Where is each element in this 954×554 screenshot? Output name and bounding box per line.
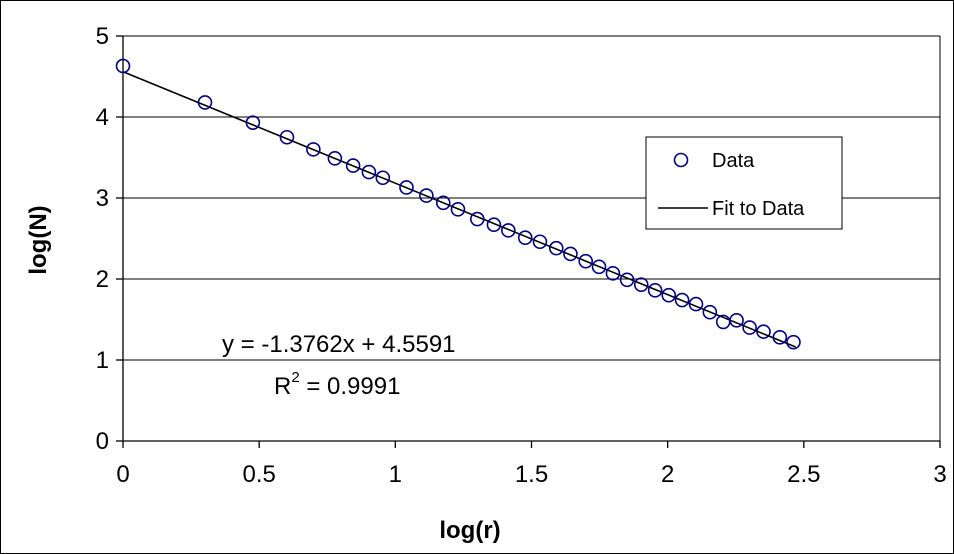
y-axis-title: log(N): [25, 205, 52, 274]
legend-fit-label: Fit to Data: [712, 198, 805, 220]
x-tick-label-0: 0: [116, 461, 129, 488]
data-point: [742, 320, 757, 335]
legend: Data Fit to Data: [645, 136, 843, 230]
data-point: [435, 195, 451, 211]
data-point: [517, 230, 533, 245]
data-point: [470, 211, 485, 227]
data-point: [605, 266, 621, 281]
y-tick-label-4: 4: [96, 104, 109, 131]
data-point: [532, 234, 548, 250]
data-point: [306, 142, 321, 157]
data-point: [345, 158, 361, 173]
data-point: [115, 58, 131, 74]
data-point: [619, 272, 635, 288]
data-point: [375, 170, 391, 186]
data-point: [702, 304, 718, 320]
axes: [116, 35, 941, 448]
data-point: [563, 246, 578, 262]
data-point: [486, 217, 502, 233]
data-point: [450, 202, 466, 217]
x-tick-label-6: 3: [933, 461, 946, 488]
data-point: [772, 330, 788, 345]
gridlines: [123, 35, 940, 361]
data-point: [327, 151, 343, 166]
data-point: [756, 324, 771, 339]
x-axis-title: log(r): [439, 517, 500, 544]
data-point: [279, 129, 295, 145]
data-point: [633, 277, 649, 292]
data-point: [578, 253, 593, 269]
x-tick-label-4: 2: [661, 461, 674, 488]
legend-data-label: Data: [712, 150, 755, 172]
r-squared: R2 = 0.9991: [274, 369, 400, 400]
x-tick-label-5: 2.5: [787, 461, 820, 488]
y-tick-label-3: 3: [96, 185, 109, 212]
legend-data-marker: [673, 152, 689, 168]
x-tick-label-1: 0.5: [242, 461, 275, 488]
r-squared-value: = 0.9991: [300, 373, 401, 400]
r-squared-symbol: R: [274, 373, 291, 400]
data-points: [115, 58, 801, 350]
data-point: [647, 283, 663, 298]
data-point: [729, 313, 744, 328]
data-point: [197, 95, 213, 110]
y-tick-label-5: 5: [96, 23, 109, 50]
tick-labels: 0 1 2 3 4 5 0 0.5 1 1.5 2 2.5 3: [96, 23, 947, 488]
fit-line: [122, 70, 796, 348]
x-tick-label-2: 1: [389, 461, 402, 488]
x-tick-label-3: 1.5: [515, 461, 548, 488]
data-point: [501, 223, 516, 238]
y-tick-label-1: 1: [96, 347, 109, 374]
data-point: [786, 334, 801, 350]
data-point: [399, 180, 414, 195]
data-point: [688, 296, 704, 312]
r-squared-exponent: 2: [291, 369, 299, 386]
fit-equation: y = -1.3762x + 4.5591: [222, 331, 456, 358]
y-tick-label-0: 0: [96, 428, 109, 455]
legend-box: [645, 136, 843, 230]
data-point: [419, 188, 434, 203]
data-point: [591, 259, 607, 275]
data-point: [674, 292, 690, 308]
data-point: [361, 164, 377, 180]
data-point: [245, 115, 261, 130]
y-tick-label-2: 2: [96, 266, 109, 293]
data-point: [548, 240, 564, 256]
data-point: [661, 287, 677, 303]
